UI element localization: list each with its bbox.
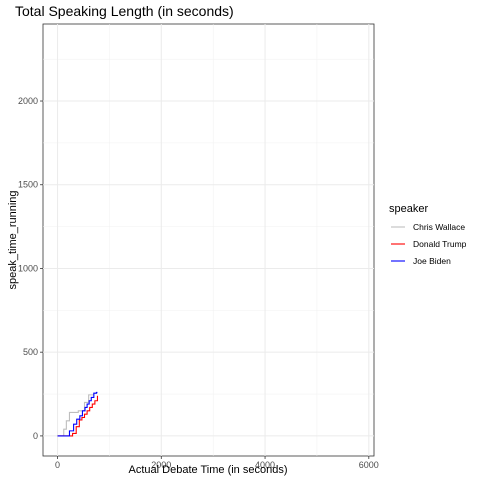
- grid-minor: [43, 24, 374, 456]
- x-tick-label: 2000: [151, 460, 171, 470]
- legend-label-joe-biden: Joe Biden: [413, 256, 451, 266]
- legend-label-chris-wallace: Chris Wallace: [413, 222, 465, 232]
- y-tick-label: 0: [33, 431, 38, 441]
- grid-major: [43, 24, 374, 456]
- y-tick-label: 1000: [18, 263, 38, 273]
- chart-title: Total Speaking Length (in seconds): [15, 3, 234, 19]
- x-tick-label: 0: [55, 460, 60, 470]
- series-line-donald-trump: [57, 395, 99, 437]
- y-tick-label: 2000: [18, 96, 38, 106]
- legend-items: Chris Wallace Donald Trump Joe Biden: [391, 222, 467, 266]
- y-axis-title: speak_time_running: [7, 190, 19, 289]
- legend-label-donald-trump: Donald Trump: [413, 239, 467, 249]
- y-axis-ticks: 0 500 1000 1500 2000: [18, 96, 43, 441]
- x-axis-title: Actual Debate Time (in seconds): [129, 464, 288, 476]
- series-line-joe-biden: [57, 391, 98, 437]
- plot-panel: [42, 23, 375, 457]
- x-tick-label: 4000: [255, 460, 275, 470]
- y-tick-label: 1500: [18, 180, 38, 190]
- y-tick-label: 500: [23, 347, 38, 357]
- x-tick-label: 6000: [359, 460, 379, 470]
- legend: speaker Chris Wallace Donald Trump Joe Bid…: [389, 203, 467, 266]
- series-line-chris-wallace: [57, 392, 98, 437]
- legend-title: speaker: [389, 203, 428, 215]
- x-axis-ticks: 0 2000 4000 6000: [55, 456, 379, 470]
- series-lines: [57, 391, 99, 437]
